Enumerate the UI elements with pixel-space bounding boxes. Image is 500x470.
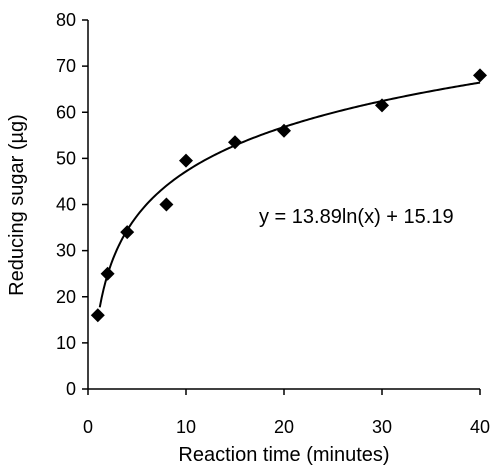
x-tick-label: 0 [83,417,93,437]
data-markers [90,68,487,323]
x-tick-label: 40 [470,417,490,437]
y-tick-label: 70 [56,56,76,76]
trendline [98,81,481,308]
data-point [473,68,487,83]
y-tick-label: 0 [66,379,76,399]
x-axis-title: Reaction time (minutes) [178,444,389,466]
data-point [90,308,105,323]
x-tick-label: 10 [176,417,196,437]
data-point [277,123,291,138]
y-tick-label: 20 [56,287,76,307]
data-point [100,266,115,281]
y-axis-title: Reducing sugar (µg) [6,114,28,296]
data-point [375,98,389,113]
y-tick-label: 80 [56,10,76,30]
y-tick-label: 60 [56,102,76,122]
data-point [228,135,242,150]
y-tick-label: 50 [56,148,76,168]
x-tick-label: 20 [274,417,294,437]
data-point [179,153,193,168]
x-tick-label: 30 [372,417,392,437]
trendline-equation: y = 13.89ln(x) + 15.19 [259,206,454,228]
y-tick-label: 40 [56,195,76,215]
y-tick-label: 30 [56,241,76,261]
plot-area: 0 10 20 30 40 50 60 70 80 0 10 20 30 40 y = 13.89ln(… [56,10,490,437]
y-axis-ticks: 0 10 20 30 40 50 60 70 80 [56,10,88,399]
data-point [159,197,174,212]
x-axis-ticks: 0 10 20 30 40 [83,389,490,437]
data-point [120,225,135,240]
y-tick-label: 10 [56,333,76,353]
